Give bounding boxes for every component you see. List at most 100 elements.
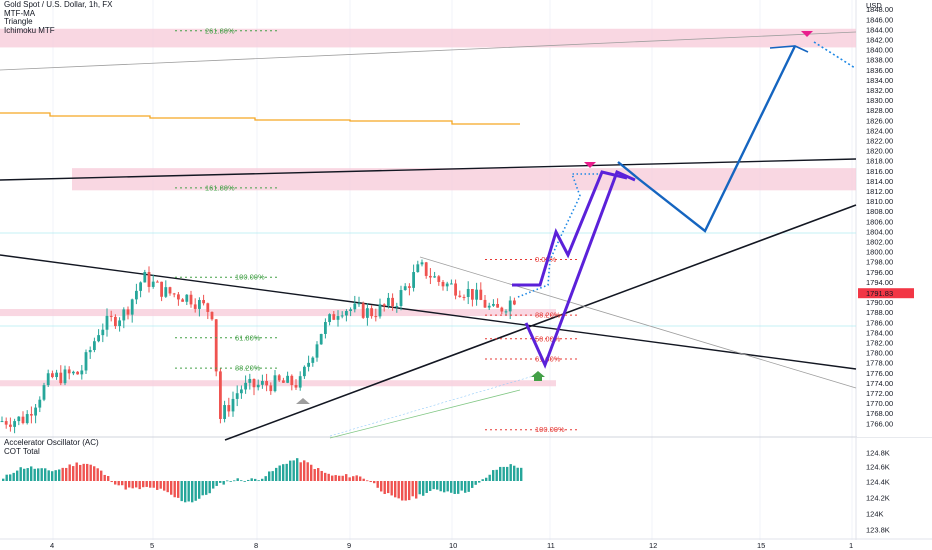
osc-bar (401, 481, 404, 501)
candle-body (328, 314, 331, 323)
candle-body (513, 300, 516, 305)
candle-body (466, 288, 470, 297)
candlesticks (0, 259, 516, 434)
osc-bar (467, 481, 470, 492)
fib-label: 61.80% (235, 333, 261, 342)
price-tick: 1794.00 (866, 278, 893, 287)
candle-body (21, 416, 25, 424)
indicator-ac[interactable]: Accelerator Oscillator (AC) (4, 438, 99, 447)
candle-body (235, 393, 239, 399)
osc-bar (411, 481, 414, 497)
osc-bar (75, 462, 78, 481)
osc-bar (415, 481, 418, 499)
osc-bar (135, 481, 138, 488)
osc-tick: 124.8K (866, 449, 890, 458)
projection-purple-lower (524, 169, 636, 369)
osc-bar (366, 480, 369, 482)
candle-body (416, 264, 420, 273)
sell-marker (801, 31, 813, 37)
candle-body (206, 303, 210, 312)
osc-bar (138, 481, 141, 490)
fib-label: 100.00% (235, 273, 265, 282)
indicator-ichimoku[interactable]: Ichimoku MTF (4, 25, 55, 35)
candle-body (25, 414, 29, 424)
candle-body (227, 405, 231, 412)
osc-bar (236, 478, 239, 481)
candle-body (492, 304, 495, 306)
candle-body (219, 371, 222, 419)
projection-blue (617, 45, 797, 233)
osc-bar (345, 474, 348, 481)
osc-bar (86, 463, 89, 481)
osc-bar (478, 481, 481, 483)
osc-bar (222, 481, 225, 485)
price-tick: 1786.00 (866, 318, 893, 327)
ma-dotted-line (329, 373, 541, 437)
osc-bar (457, 481, 460, 494)
candle-body (42, 385, 46, 400)
symbol-title[interactable]: Gold Spot / U.S. Dollar, 1h, FX (4, 0, 113, 9)
candle-body (80, 370, 84, 375)
candle-body (408, 286, 411, 288)
candle-body (500, 307, 504, 312)
indicator-mtf-ma[interactable]: MTF-MA (4, 8, 36, 18)
osc-bar (19, 467, 22, 481)
osc-bar (299, 462, 302, 481)
osc-bar (306, 462, 309, 481)
price-tick: 1810.00 (866, 197, 893, 206)
candle-body (76, 371, 79, 375)
candle-body (399, 290, 403, 306)
candle-body (252, 378, 256, 388)
candle-body (303, 366, 306, 377)
osc-bar (320, 470, 323, 481)
time-axis[interactable]: 4 5 8 9 10 11 12 15 1 (0, 538, 932, 550)
osc-bar (492, 470, 495, 481)
triangle-upper-line (0, 254, 857, 370)
price-tick: 1832.00 (866, 86, 893, 95)
highlight-zone (72, 168, 856, 191)
neutral-marker (296, 398, 310, 404)
osc-bar (464, 481, 467, 493)
channel-line (0, 31, 857, 71)
osc-bar (296, 458, 299, 481)
price-tick: 1770.00 (866, 399, 893, 408)
osc-bar (471, 481, 474, 488)
time-tick: 9 (347, 541, 351, 550)
projection-purple-upper (512, 170, 628, 287)
osc-bar (30, 466, 33, 481)
osc-bar (152, 481, 155, 488)
osc-bar (89, 464, 92, 481)
osc-bar (212, 481, 215, 489)
indicator-triangle[interactable]: Triangle (4, 17, 33, 27)
chart-legend: Gold Spot / U.S. Dollar, 1h, FX MTF-MA T… (4, 0, 113, 35)
osc-bar (61, 467, 64, 481)
candle-body (387, 297, 390, 306)
osc-bar (460, 481, 463, 491)
osc-bar (166, 481, 169, 493)
osc-bar (250, 478, 253, 481)
time-tick: 15 (757, 541, 765, 550)
osc-bar (9, 474, 12, 481)
osc-bar (373, 481, 376, 484)
osc-bar (240, 480, 243, 482)
candle-body (441, 281, 445, 287)
triangle-lower-line (224, 204, 857, 441)
candle-body (504, 311, 508, 313)
osc-bar (271, 471, 274, 481)
indicator-cot[interactable]: COT Total (4, 446, 40, 456)
osc-bar (369, 481, 372, 483)
price-tick: 1808.00 (866, 207, 893, 216)
candle-body (370, 308, 373, 317)
osc-bar (26, 468, 29, 481)
osc-bar (257, 480, 260, 482)
osc-bar (404, 481, 407, 501)
osc-bar (506, 466, 509, 481)
candle-body (361, 303, 365, 318)
last-price-tag (858, 288, 914, 299)
candle-body (114, 316, 117, 327)
osc-bar (495, 469, 498, 481)
price-tick: 1798.00 (866, 258, 893, 267)
candle-body (433, 276, 436, 278)
price-axis[interactable]: USD1848.001846.001844.001842.001840.0018… (857, 0, 932, 437)
